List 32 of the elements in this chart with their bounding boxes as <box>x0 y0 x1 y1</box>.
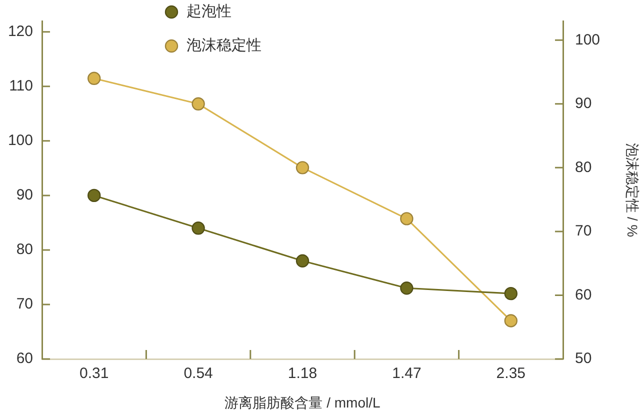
y-tick-label: 70 <box>16 296 33 313</box>
point <box>504 286 518 300</box>
y-tick-label: 60 <box>16 350 33 368</box>
x-tick-label: 0.31 <box>80 365 109 382</box>
point <box>400 212 414 226</box>
point <box>88 72 101 85</box>
legend-label: 起泡性 <box>186 3 232 20</box>
y2-tick-label: 90 <box>575 95 592 112</box>
y-tick-label: 120 <box>8 23 33 40</box>
x-axis-title: 游离脂肪酸含量 / mmol/L <box>224 394 380 410</box>
y2-axis-title: 泡沫稳定性 / % <box>624 142 640 238</box>
point <box>504 314 518 328</box>
point <box>296 254 310 268</box>
point <box>296 161 310 174</box>
y-tick-label: 100 <box>8 132 33 150</box>
legend-label: 泡沫稳定性 <box>186 37 262 54</box>
x-tick-label: 0.54 <box>184 365 213 382</box>
y2-tick-label: 100 <box>575 31 600 48</box>
x-tick-label: 1.47 <box>392 365 422 382</box>
y-tick-label: 80 <box>16 241 33 258</box>
x-tick-label: 1.18 <box>288 365 318 382</box>
y2-tick-label: 60 <box>575 286 592 304</box>
point <box>192 222 205 235</box>
y-tick-label: 90 <box>16 186 33 204</box>
x-tick-label: 2.35 <box>496 365 526 382</box>
y2-tick-label: 80 <box>575 158 592 176</box>
point <box>88 188 101 202</box>
point <box>192 97 205 111</box>
y2-tick-label: 50 <box>575 350 592 368</box>
y2-tick-label: 70 <box>575 222 592 240</box>
y-tick-label: 110 <box>9 78 33 95</box>
point <box>400 282 414 295</box>
